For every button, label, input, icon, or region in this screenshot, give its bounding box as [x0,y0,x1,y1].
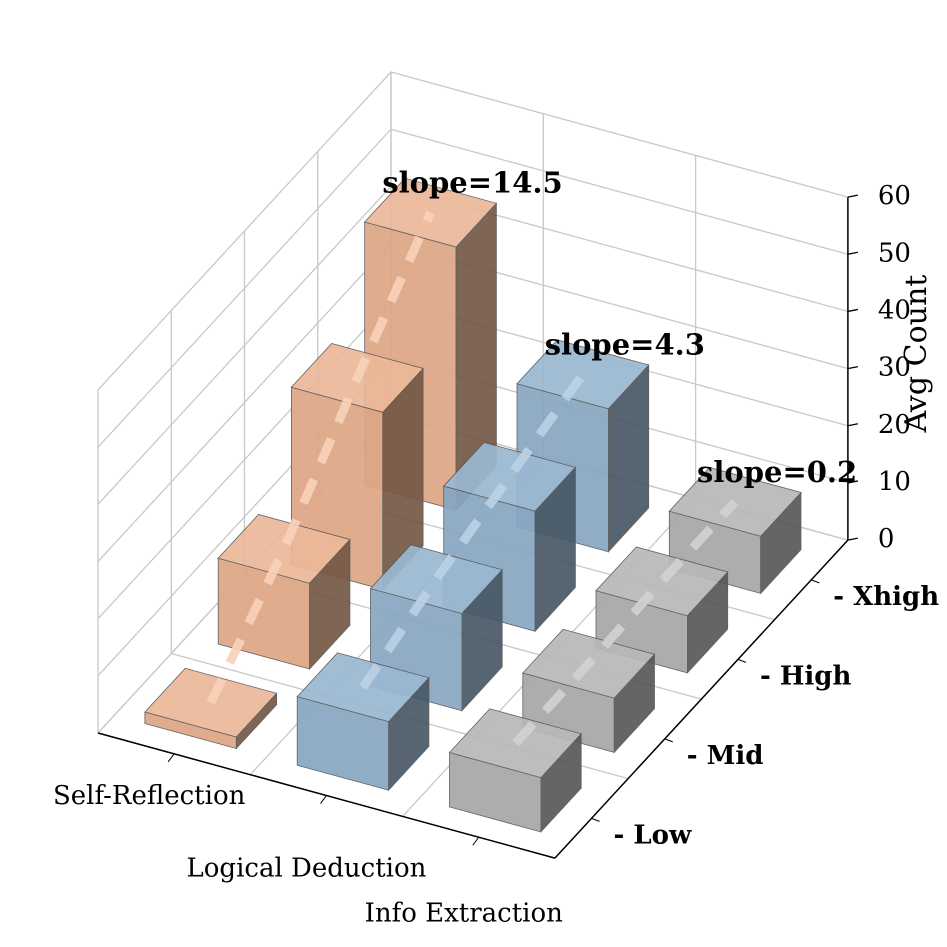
y-tick-label: - Xhigh [833,582,939,612]
y-tick [811,579,820,584]
z-tick [847,194,859,198]
z-tick-label: 10 [878,467,911,497]
z-tick [847,365,859,370]
y-tick [737,658,747,663]
z-tick [847,480,859,484]
x-tick-label: Info Extraction [365,898,564,928]
annotation: slope=4.3 [545,327,705,361]
z-tick-label: 50 [878,238,911,268]
annotation: slope=0.2 [697,455,857,489]
z-tick-label: 0 [878,524,895,554]
y-tick-label: - High [760,661,851,691]
bar [442,441,577,633]
trend-line [512,498,739,747]
bar [668,467,802,595]
trend-line [206,210,435,705]
y-tick [591,817,600,822]
x-tick-label: Self-Reflection [53,781,246,811]
bar-top [448,708,582,779]
z-tick [847,537,859,541]
z-tick-label: 30 [878,353,911,383]
bar [369,544,503,712]
z-tick-label: 40 [878,295,911,325]
y-tick-label: - Mid [687,741,764,771]
x-tick [167,753,175,763]
annotation: slope=14.5 [382,166,562,200]
y-tick [664,738,673,743]
bar [595,546,729,674]
z-tick [847,251,859,255]
bar [448,708,582,833]
bar-top [217,514,351,584]
y-axis [554,539,849,859]
x-tick [472,836,480,846]
trend-line [359,371,587,690]
bar [144,667,278,750]
bar-top [296,652,430,723]
z-tick [847,308,859,313]
z-tick-label: 60 [878,181,911,211]
z-tick-label: 20 [878,410,911,440]
bar-top [442,441,577,512]
x-tick [320,795,327,804]
x-tick-label: Logical Deduction [187,854,427,884]
bar-top [516,339,650,410]
y-tick-label: - Low [614,820,692,850]
z-axis-label: Avg Count [899,275,934,434]
bar [296,652,430,792]
z-tick [847,423,859,427]
bar-top [595,546,729,617]
bar-top [369,544,503,614]
